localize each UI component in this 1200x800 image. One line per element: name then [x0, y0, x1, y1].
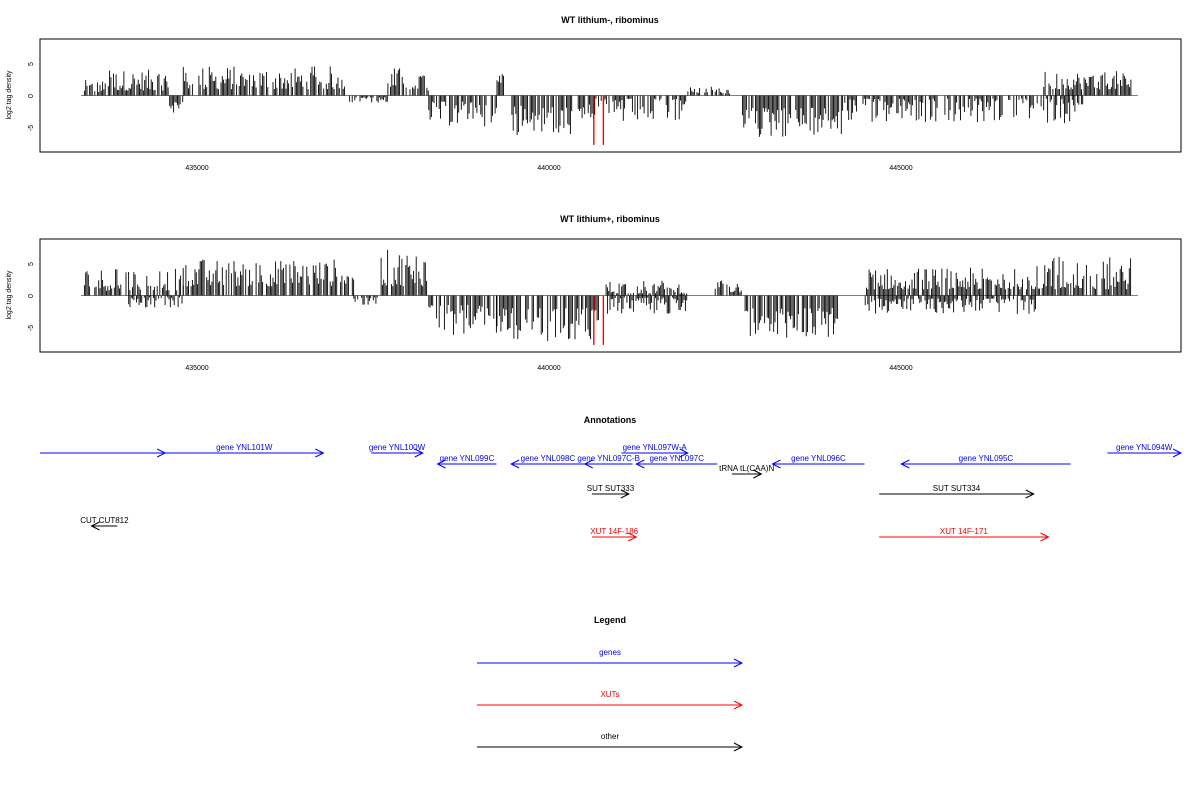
feature-label: tRNA tL(CAA)N — [719, 464, 774, 473]
feature-label: gene YNL099C — [440, 454, 495, 463]
legend-label: genes — [599, 648, 621, 657]
feature-arrowhead — [753, 469, 763, 479]
legend-label: other — [601, 732, 620, 741]
density-bars — [81, 249, 1138, 345]
legend-title: Legend — [594, 615, 626, 625]
panel-title: WT lithium+, ribominus — [560, 214, 660, 224]
feature-label: XUT 14F-171 — [940, 527, 988, 536]
feature-label: SUT SUT333 — [587, 484, 635, 493]
legend-arrowhead — [733, 742, 744, 752]
x-axis: 435000 440000 445000 — [185, 165, 912, 172]
x-tick-label: 440000 — [537, 165, 560, 172]
feature-label: gene YNL096C — [791, 454, 846, 463]
y-axis-label: log2 tag density — [6, 70, 13, 120]
plot-frame — [39, 38, 1182, 153]
feature-label: SUT SUT334 — [933, 484, 981, 493]
panel-title: WT lithium-, ribominus — [561, 15, 659, 25]
x-tick-label: 435000 — [185, 365, 208, 372]
annotations-title: Annotations — [584, 415, 637, 425]
y-tick-label: -5 — [28, 125, 35, 131]
feature-arrowhead — [1172, 448, 1183, 458]
legend: Legend genes XUTs other — [477, 615, 744, 752]
feature-arrowhead — [414, 448, 424, 458]
track-panel-lithium-plus: WT lithium+, ribominus log2 tag density … — [6, 214, 1182, 372]
feature-arrowhead — [900, 459, 910, 469]
y-tick-label: -5 — [28, 325, 35, 331]
feature-label: gene YNL100W — [369, 443, 426, 452]
feature-arrowhead — [1040, 532, 1050, 542]
feature-arrowhead — [583, 459, 593, 469]
feature-arrowhead — [510, 459, 520, 469]
feature-arrowhead — [771, 459, 781, 469]
feature-label: gene YNL097W-A — [623, 443, 688, 452]
feature-label: CUT CUT812 — [80, 516, 129, 525]
plot-frame — [39, 238, 1182, 353]
y-tick-label: 5 — [28, 62, 35, 66]
feature-label: gene YNL097C — [649, 454, 704, 463]
legend-items: genes XUTs other — [477, 648, 744, 752]
y-tick-label: 0 — [28, 294, 35, 298]
feature-arrowhead — [315, 448, 325, 458]
x-tick-label: 445000 — [889, 365, 912, 372]
feature-arrowhead — [90, 521, 100, 531]
feature-arrowhead — [436, 459, 446, 469]
feature-label: gene YNL097C-B — [577, 454, 640, 463]
legend-arrowhead — [733, 658, 744, 668]
feature-arrowhead — [628, 532, 638, 542]
track-panel-lithium-minus: WT lithium-, ribominus log2 tag density … — [6, 15, 1182, 172]
y-axis: 5 0 -5 — [28, 62, 35, 131]
feature-label: gene YNL101W — [216, 443, 273, 452]
y-tick-label: 0 — [28, 94, 35, 98]
y-axis: 5 0 -5 — [28, 262, 35, 331]
y-tick-label: 5 — [28, 262, 35, 266]
annotation-features: gene YNL101W gene YNL100W gene YNL099C gene… — [40, 443, 1183, 542]
feature-label: gene YNL098C — [521, 454, 576, 463]
feature-label: XUT 14F-186 — [590, 527, 638, 536]
feature-arrowhead — [1025, 489, 1035, 499]
feature-arrowhead — [679, 448, 689, 458]
x-axis: 435000 440000 445000 — [185, 365, 912, 372]
x-tick-label: 440000 — [537, 365, 560, 372]
annotations-panel: Annotations gene YNL101W gene YNL100Wgene… — [40, 415, 1183, 542]
feature-label: gene YNL094W — [1116, 443, 1173, 452]
legend-label: XUTs — [600, 690, 619, 699]
legend-arrowhead — [733, 700, 744, 710]
feature-arrowhead — [620, 489, 631, 499]
x-tick-label: 445000 — [889, 165, 912, 172]
density-bars — [81, 66, 1138, 145]
x-tick-label: 435000 — [185, 165, 208, 172]
feature-label: gene YNL095C — [959, 454, 1014, 463]
y-axis-label: log2 tag density — [6, 270, 13, 320]
feature-arrowhead — [635, 459, 645, 469]
